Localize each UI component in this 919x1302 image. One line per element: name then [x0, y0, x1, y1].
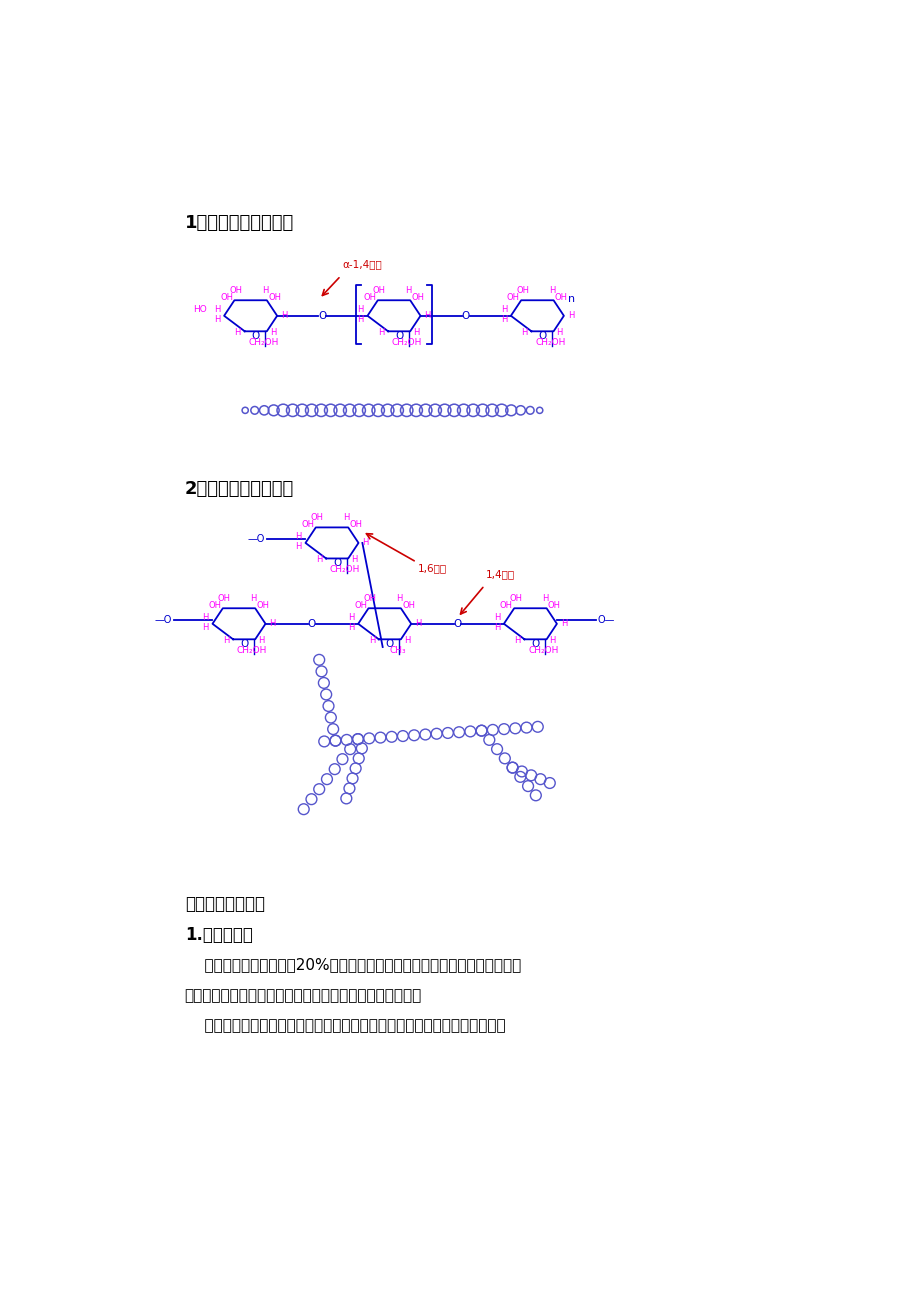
Text: H: H — [357, 315, 363, 324]
Text: H: H — [541, 594, 548, 603]
Text: —O: —O — [153, 615, 171, 625]
Text: OH: OH — [506, 293, 519, 302]
Text: H: H — [414, 620, 421, 629]
Text: O: O — [538, 331, 546, 341]
Text: O: O — [531, 639, 539, 648]
Text: H: H — [202, 624, 209, 633]
Text: 1、直钉淠粉结构图：: 1、直钉淠粉结构图： — [185, 214, 294, 232]
Text: H: H — [500, 315, 506, 324]
Text: 马鐵薯淠粉颗粒含水约20%，这叫平衡水分。淠粉颗粒的平衡水分随空气的: 马鐵薯淠粉颗粒含水约20%，这叫平衡水分。淠粉颗粒的平衡水分随空气的 — [185, 957, 520, 973]
Text: H: H — [494, 613, 500, 622]
Text: OH: OH — [354, 600, 367, 609]
Text: H: H — [500, 305, 506, 314]
Text: H: H — [347, 613, 354, 622]
Text: H: H — [351, 556, 357, 565]
Text: H: H — [413, 328, 419, 337]
Text: OH: OH — [363, 594, 376, 603]
Text: H: H — [222, 637, 229, 646]
Text: H: H — [357, 305, 363, 314]
Text: H: H — [560, 620, 566, 629]
Text: H: H — [295, 533, 301, 542]
Text: CH₃: CH₃ — [389, 646, 405, 655]
Text: H: H — [250, 594, 256, 603]
Text: n: n — [567, 294, 574, 303]
Text: CH₂OH: CH₂OH — [248, 337, 278, 346]
Text: H: H — [214, 305, 220, 314]
Text: —O: —O — [247, 534, 264, 544]
Text: OH: OH — [547, 600, 561, 609]
Text: OH: OH — [301, 519, 314, 529]
Text: OH: OH — [229, 285, 243, 294]
Text: H: H — [362, 539, 369, 547]
Text: H: H — [347, 624, 354, 633]
Text: OH: OH — [220, 293, 233, 302]
Text: CH₂OH: CH₂OH — [528, 646, 558, 655]
Text: H: H — [403, 637, 410, 646]
Text: H: H — [556, 328, 562, 337]
Text: H: H — [343, 513, 349, 522]
Text: H: H — [315, 556, 322, 565]
Text: α-1,4式键: α-1,4式键 — [342, 259, 381, 270]
Text: CH₂OH: CH₂OH — [391, 337, 422, 346]
Text: H: H — [378, 328, 384, 337]
Text: O: O — [307, 618, 315, 629]
Text: H: H — [234, 328, 241, 337]
Text: CH₂OH: CH₂OH — [330, 565, 360, 574]
Text: H: H — [202, 613, 209, 622]
Text: OH: OH — [209, 600, 221, 609]
Text: CH₂OH: CH₂OH — [535, 337, 565, 346]
Text: 湿度和温度而定，这与散失或吸收水分达到平衡状态有关。: 湿度和温度而定，这与散失或吸收水分达到平衡状态有关。 — [185, 988, 422, 1003]
Text: OH: OH — [402, 600, 414, 609]
Text: H: H — [269, 328, 276, 337]
Text: H: H — [521, 328, 528, 337]
Text: O: O — [333, 559, 341, 568]
Text: 1,6式键: 1,6式键 — [418, 564, 447, 573]
Text: CH₂OH: CH₂OH — [237, 646, 267, 655]
Text: H: H — [258, 637, 265, 646]
Text: 1,4式键: 1,4式键 — [486, 569, 515, 579]
Text: OH: OH — [499, 600, 513, 609]
Text: H: H — [369, 637, 375, 646]
Text: 淠粉颗粒含有相当高的水分，却呈干燥状，并不显潮湿，这是因为水分子与: 淠粉颗粒含有相当高的水分，却呈干燥状，并不显潮湿，这是因为水分子与 — [185, 1018, 505, 1034]
Text: H: H — [269, 620, 276, 629]
Text: OH: OH — [372, 285, 385, 294]
Text: H: H — [549, 285, 554, 294]
Text: H: H — [549, 637, 555, 646]
Text: 四淠粉的物理性质: 四淠粉的物理性质 — [185, 896, 265, 914]
Text: H: H — [514, 637, 520, 646]
Text: H: H — [405, 285, 412, 294]
Text: O: O — [252, 331, 260, 341]
Text: OH: OH — [267, 293, 281, 302]
Text: O: O — [385, 639, 393, 648]
Text: H: H — [396, 594, 403, 603]
Text: H: H — [494, 624, 500, 633]
Text: 1.淠粉的水分: 1.淠粉的水分 — [185, 926, 253, 944]
Text: OH: OH — [311, 513, 323, 522]
Text: H: H — [214, 315, 220, 324]
Text: O: O — [461, 311, 470, 320]
Text: H: H — [295, 543, 301, 551]
Text: HO: HO — [193, 305, 207, 314]
Text: OH: OH — [349, 519, 362, 529]
Text: O: O — [318, 311, 326, 320]
Text: OH: OH — [411, 293, 424, 302]
Text: OH: OH — [554, 293, 567, 302]
Text: H: H — [280, 311, 287, 320]
Text: H: H — [262, 285, 268, 294]
Text: OH: OH — [218, 594, 231, 603]
Text: 2、支钉淠粉结构图：: 2、支钉淠粉结构图： — [185, 479, 294, 497]
Text: OH: OH — [363, 293, 376, 302]
Text: OH: OH — [256, 600, 269, 609]
Text: O—: O— — [596, 615, 614, 625]
Text: O: O — [453, 618, 461, 629]
Text: OH: OH — [509, 594, 522, 603]
Text: OH: OH — [516, 285, 528, 294]
Text: O: O — [240, 639, 248, 648]
Text: O: O — [394, 331, 403, 341]
Text: H: H — [424, 311, 430, 320]
Text: H: H — [567, 311, 573, 320]
